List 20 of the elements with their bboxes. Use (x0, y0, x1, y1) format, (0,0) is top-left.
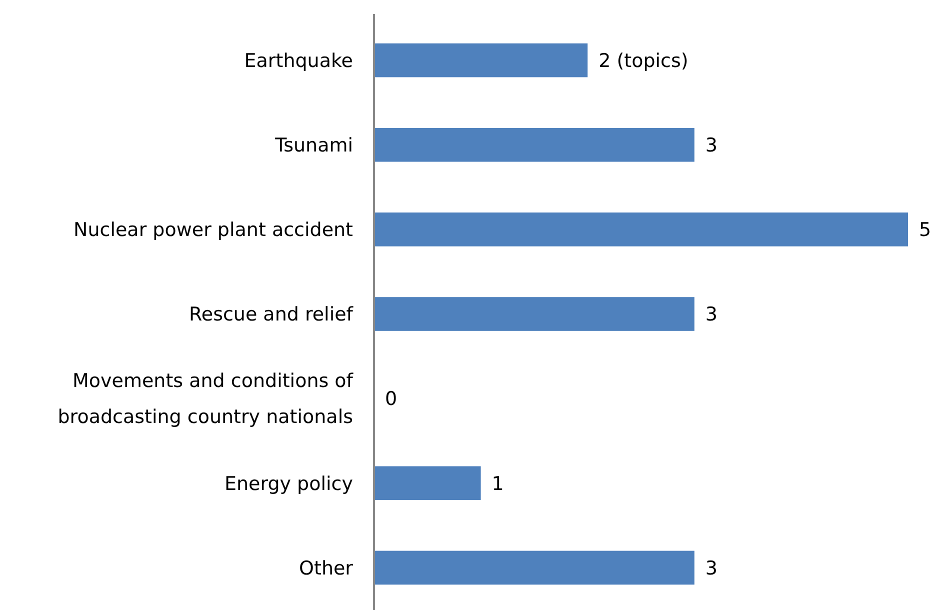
bar (374, 128, 694, 162)
data-label: 0 (385, 388, 398, 410)
bar (374, 550, 694, 585)
bar (374, 466, 481, 500)
data-label: 3 (705, 304, 718, 326)
y-tick-label: Energy policy (224, 472, 353, 495)
bar (374, 297, 694, 331)
y-tick-label: Tsunami (274, 134, 353, 157)
data-label: 5 (919, 219, 932, 242)
y-tick-label: Movements and conditions of broadcasting country nationals (58, 370, 354, 428)
data-label: 3 (705, 134, 718, 157)
data-label: 3 (705, 557, 718, 580)
bar (374, 43, 588, 78)
bar (374, 212, 908, 246)
y-tick-label: Rescue and relief (189, 304, 354, 326)
y-tick-label: Earthquake (244, 50, 353, 72)
y-tick-label: Other (299, 557, 354, 580)
data-label: 2 (topics) (598, 50, 688, 72)
data-label: 1 (492, 472, 504, 495)
y-tick-label: Nuclear power plant accident (74, 219, 353, 242)
